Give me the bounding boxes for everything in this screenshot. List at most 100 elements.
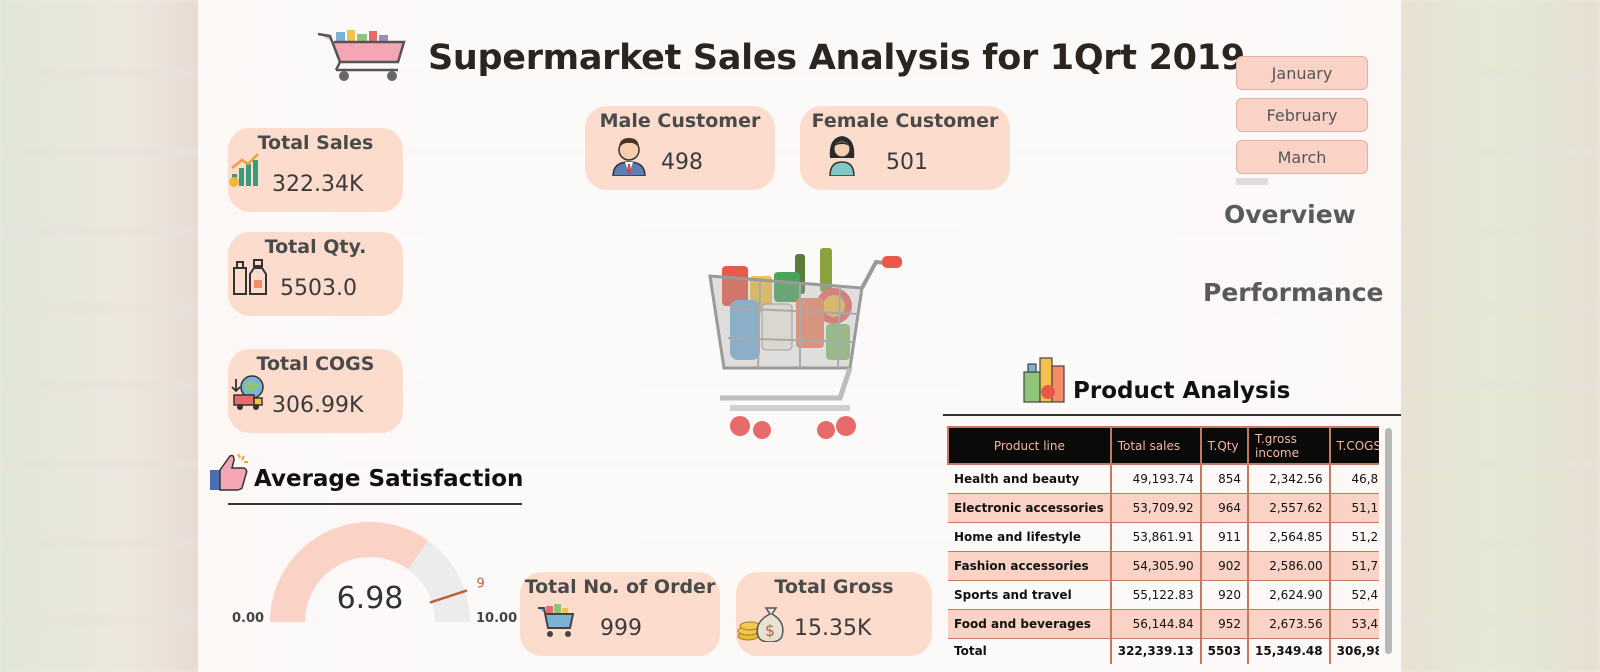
total-qty-label: Total Qty. xyxy=(264,236,367,258)
cell-tgross-income: 2,557.62 xyxy=(1248,493,1331,523)
products-icon xyxy=(233,259,267,295)
table-scrollbar-thumb[interactable] xyxy=(1385,428,1392,654)
slicer-scrollbar[interactable] xyxy=(1236,178,1268,185)
gauge-fill xyxy=(270,522,429,622)
shopping-cart-illustration xyxy=(708,248,902,439)
cogs-globe-truck-icon xyxy=(231,375,264,410)
cell-product-line: Food and beverages xyxy=(948,609,1112,639)
cell-tqty: 952 xyxy=(1200,609,1250,639)
gauge-value: 6.98 xyxy=(337,581,404,616)
total-orders-card: Total No. of Order 999 xyxy=(520,572,720,656)
total-gross-value: 15.35K xyxy=(794,616,872,641)
cell-total-sales: 49,193.74 xyxy=(1110,464,1202,494)
male-customer-card: Male Customer 498 xyxy=(585,106,775,190)
cell-tcogs: 51,152.30 xyxy=(1329,493,1379,523)
svg-text:$: $ xyxy=(765,621,775,640)
product-analysis-title: Product Analysis xyxy=(1073,378,1291,404)
cell-product-line: Home and lifestyle xyxy=(948,522,1112,552)
table-row[interactable]: Health and beauty 49,193.74 854 2,342.56… xyxy=(948,464,1379,494)
total-cogs-label: Total COGS xyxy=(256,353,375,375)
cell-total-sales: 54,305.90 xyxy=(1110,551,1202,581)
cell-tqty: 911 xyxy=(1200,522,1250,552)
total-orders-value: 999 xyxy=(600,616,642,641)
gauge-target-label: 9 xyxy=(477,576,485,591)
total-cogs-card: Total COGS 306.99K xyxy=(228,349,403,433)
cell-product-line: Health and beauty xyxy=(948,464,1112,494)
cell-tqty: 920 xyxy=(1200,580,1250,610)
cell-total-sales: 56,144.84 xyxy=(1110,609,1202,639)
total-qty-value: 5503.0 xyxy=(280,276,357,301)
cell-tcogs: 46,851.18 xyxy=(1329,464,1379,494)
cell-total-tcogs: 306,989.65 xyxy=(1329,638,1379,664)
total-gross-card: Total Gross $ 15.35K xyxy=(736,572,932,656)
cell-tgross-income: 2,673.56 xyxy=(1248,609,1331,639)
money-bag-icon: $ xyxy=(737,607,784,642)
male-customer-label: Male Customer xyxy=(599,110,761,132)
section-divider xyxy=(228,503,522,505)
cell-product-line: Fashion accessories xyxy=(948,551,1112,581)
cell-tgross-income: 2,586.00 xyxy=(1248,551,1331,581)
col-header-total-sales[interactable]: Total sales xyxy=(1109,426,1202,465)
total-qty-card: Total Qty. 5503.0 xyxy=(228,232,403,316)
product-analysis-table-container: Product line Total sales T.Qty T.gross i… xyxy=(947,426,1379,664)
gauge-target-marker xyxy=(429,589,468,604)
female-avatar-icon xyxy=(829,136,855,176)
slicer-march[interactable]: March xyxy=(1236,140,1368,174)
satisfaction-gauge: 9 6.98 0.00 10.00 xyxy=(232,522,517,626)
thumbs-up-icon xyxy=(210,453,248,491)
growth-chart-icon xyxy=(229,153,259,187)
table-scrollbar-track[interactable] xyxy=(1385,428,1392,654)
grocery-products-icon xyxy=(1023,357,1065,403)
average-satisfaction-title: Average Satisfaction xyxy=(254,466,524,492)
cell-total-sales: 53,861.91 xyxy=(1110,522,1202,552)
table-row[interactable]: Home and lifestyle 53,861.91 911 2,564.8… xyxy=(948,522,1379,552)
cell-tcogs: 53,471.28 xyxy=(1329,609,1379,639)
col-header-tqty[interactable]: T.Qty xyxy=(1199,426,1250,465)
total-orders-label: Total No. of Order xyxy=(524,576,716,598)
col-header-tcogs[interactable]: T.COGS xyxy=(1328,426,1379,465)
cell-tgross-income: 2,342.56 xyxy=(1248,464,1331,494)
product-analysis-table: Product line Total sales T.Qty T.gross i… xyxy=(947,426,1379,664)
total-gross-label: Total Gross xyxy=(774,576,894,598)
nav-performance-button[interactable]: Performance xyxy=(1203,278,1384,307)
gauge-max-label: 10.00 xyxy=(476,611,517,626)
cell-tgross-income: 2,624.90 xyxy=(1248,580,1331,610)
section-divider xyxy=(943,414,1401,416)
cell-product-line: Sports and travel xyxy=(948,580,1112,610)
cell-total-sales: 55,122.83 xyxy=(1110,580,1202,610)
table-total-row: Total 322,339.13 5503 15,349.48 306,989.… xyxy=(948,638,1379,664)
cell-total-tqty: 5503 xyxy=(1200,638,1250,664)
total-cogs-value: 306.99K xyxy=(272,393,364,418)
table-header-row: Product line Total sales T.Qty T.gross i… xyxy=(947,426,1379,465)
cell-total-sales: 322,339.13 xyxy=(1110,638,1202,664)
slicer-january[interactable]: January xyxy=(1236,56,1368,90)
female-customer-label: Female Customer xyxy=(811,110,999,132)
cell-tqty: 902 xyxy=(1200,551,1250,581)
cell-tcogs: 51,297.06 xyxy=(1329,522,1379,552)
cell-product-line: Electronic accessories xyxy=(948,493,1112,523)
cell-tcogs: 51,719.90 xyxy=(1329,551,1379,581)
order-cart-icon xyxy=(538,604,575,637)
slicer-february[interactable]: February xyxy=(1236,98,1368,132)
male-avatar-icon xyxy=(612,138,646,176)
col-header-tgross-income[interactable]: T.gross income xyxy=(1247,426,1331,465)
female-customer-card: Female Customer 501 xyxy=(800,106,1010,190)
nav-overview-button[interactable]: Overview xyxy=(1224,200,1356,229)
female-customer-value: 501 xyxy=(886,150,928,175)
shopping-cart-logo-icon xyxy=(317,30,406,81)
total-sales-card: Total Sales 322.34K xyxy=(228,128,403,212)
total-sales-label: Total Sales xyxy=(257,132,374,154)
gauge-min-label: 0.00 xyxy=(232,611,264,626)
cell-total-tgross-income: 15,349.48 xyxy=(1248,638,1331,664)
table-row[interactable]: Fashion accessories 54,305.90 902 2,586.… xyxy=(948,551,1379,581)
col-header-product-line[interactable]: Product line xyxy=(947,426,1112,465)
table-row[interactable]: Sports and travel 55,122.83 920 2,624.90… xyxy=(948,580,1379,610)
cell-tqty: 854 xyxy=(1200,464,1250,494)
male-customer-value: 498 xyxy=(661,150,703,175)
cell-total-label: Total xyxy=(948,638,1112,664)
table-row[interactable]: Electronic accessories 53,709.92 964 2,5… xyxy=(948,493,1379,523)
cell-tqty: 964 xyxy=(1200,493,1250,523)
total-sales-value: 322.34K xyxy=(272,172,364,197)
cell-total-sales: 53,709.92 xyxy=(1110,493,1202,523)
table-row[interactable]: Food and beverages 56,144.84 952 2,673.5… xyxy=(948,609,1379,639)
